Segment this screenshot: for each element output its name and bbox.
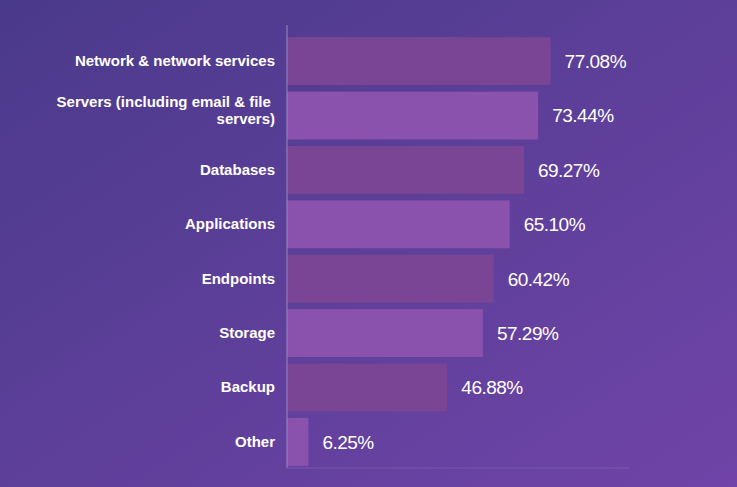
bar: [287, 364, 447, 412]
category-label: Servers (including email & file servers): [57, 93, 275, 127]
category-label: Network & network services: [75, 52, 275, 69]
category-label: Endpoints: [202, 269, 275, 286]
category-axis: Network & network services Servers (inclu…: [57, 25, 287, 468]
bar: [287, 37, 551, 85]
category-label-line: Servers (including email & file: [57, 93, 275, 110]
data-labels: 77.08% 73.44% 69.27% 65.10% 60.42% 57.29% 46.8…: [322, 51, 626, 453]
data-label: 46.88%: [461, 377, 523, 398]
category-label: Backup: [221, 378, 275, 395]
category-label-line: servers): [217, 110, 275, 127]
background: [0, 0, 737, 487]
value-axis-line: [287, 468, 629, 469]
data-label: 60.42%: [508, 269, 570, 290]
tick: Servers (including email & file servers): [57, 93, 275, 127]
tick: Endpoints: [202, 269, 275, 286]
data-label: 57.29%: [497, 323, 559, 344]
bar: [287, 309, 483, 357]
bar: [287, 200, 510, 248]
category-label: Databases: [200, 161, 275, 178]
data-label: 73.44%: [552, 105, 614, 126]
bar: [287, 418, 308, 466]
category-label: Storage: [219, 324, 275, 341]
bar: [287, 255, 494, 303]
category-label: Applications: [185, 215, 275, 232]
axis-line: [287, 25, 288, 468]
tick: Databases: [200, 161, 275, 178]
data-label: 65.10%: [524, 214, 586, 235]
bar: [287, 92, 538, 140]
tick: Other: [235, 433, 275, 450]
data-label: 69.27%: [538, 160, 600, 181]
data-label: 77.08%: [565, 51, 627, 72]
tick: Network & network services: [75, 52, 275, 69]
data-label: 6.25%: [322, 432, 374, 453]
tick: Storage: [219, 324, 275, 341]
chart: Network & network services Servers (inclu…: [0, 0, 737, 487]
category-label: Other: [235, 433, 275, 450]
tick: Applications: [185, 215, 275, 232]
bar: [287, 146, 524, 194]
bars: [287, 37, 551, 466]
tick: Backup: [221, 378, 275, 395]
